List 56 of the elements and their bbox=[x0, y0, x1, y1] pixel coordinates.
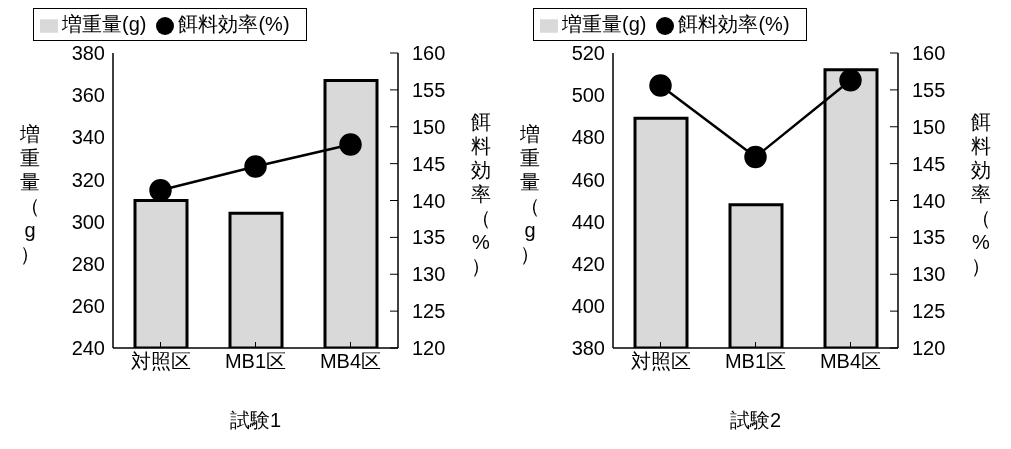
y2-tick-label: 150 bbox=[912, 115, 946, 138]
legend-label: 餌料効率(%) bbox=[678, 13, 790, 35]
x-tick-label: 対照区 bbox=[630, 350, 691, 373]
y2-tick-label: 140 bbox=[412, 189, 446, 212]
y-tick-label: 340 bbox=[71, 126, 105, 149]
point bbox=[339, 133, 362, 156]
y-tick-label: 520 bbox=[571, 42, 605, 65]
y-axis-title: 増重量（g） bbox=[19, 122, 40, 265]
legend-label: 増重量(g) bbox=[562, 13, 647, 35]
y-tick-label: 380 bbox=[71, 42, 105, 65]
y-tick-label: 280 bbox=[71, 252, 105, 275]
y2-tick-label: 125 bbox=[412, 300, 446, 323]
x-tick-label: MB1区 bbox=[724, 350, 787, 373]
y2-tick-label: 155 bbox=[912, 78, 946, 101]
y-tick-label: 440 bbox=[571, 210, 605, 233]
x-tick-label: 対照区 bbox=[130, 350, 191, 373]
y-tick-label: 380 bbox=[571, 337, 605, 360]
y2-tick-label: 160 bbox=[912, 42, 946, 65]
y2-tick-label: 120 bbox=[412, 337, 446, 360]
y2-tick-label: 155 bbox=[412, 78, 446, 101]
y2-tick-label: 160 bbox=[412, 42, 446, 65]
y2-tick-label: 145 bbox=[412, 152, 446, 175]
y-tick-label: 260 bbox=[71, 294, 105, 317]
y2-tick-label: 130 bbox=[912, 263, 946, 286]
y2-tick-label: 120 bbox=[912, 337, 946, 360]
x-tick-label: MB4区 bbox=[819, 350, 882, 373]
y-tick-label: 320 bbox=[71, 168, 105, 191]
y-tick-label: 500 bbox=[571, 84, 605, 107]
y2-tick-label: 150 bbox=[412, 115, 446, 138]
point bbox=[244, 155, 267, 178]
legend-label: 増重量(g) bbox=[62, 13, 147, 35]
y-tick-label: 360 bbox=[71, 84, 105, 107]
y-tick-label: 420 bbox=[571, 252, 605, 275]
point bbox=[649, 74, 672, 97]
point bbox=[744, 145, 767, 169]
x-tick-label: MB4区 bbox=[319, 350, 382, 373]
y2-tick-label: 125 bbox=[912, 300, 946, 323]
point bbox=[149, 178, 172, 202]
y2-tick-label: 135 bbox=[912, 226, 946, 249]
y-tick-label: 300 bbox=[71, 210, 105, 233]
point bbox=[839, 69, 862, 92]
y-tick-label: 240 bbox=[71, 337, 105, 360]
y2-tick-label: 135 bbox=[412, 226, 446, 249]
y-tick-label: 400 bbox=[571, 294, 605, 317]
y2-axis-title: 餌料効率（%） bbox=[971, 110, 991, 277]
y-axis-title: 増重量（g） bbox=[519, 122, 540, 265]
legend-label: 餌料効率(%) bbox=[178, 13, 290, 35]
y-tick-label: 460 bbox=[571, 168, 605, 191]
x-tick-label: MB1区 bbox=[224, 350, 287, 373]
text: 試験1 bbox=[228, 408, 283, 433]
y2-axis-title: 餌料効率（%） bbox=[471, 110, 491, 277]
y-tick-label: 480 bbox=[571, 126, 605, 149]
y2-tick-label: 140 bbox=[912, 189, 946, 212]
y2-tick-label: 130 bbox=[412, 263, 446, 286]
y2-tick-label: 145 bbox=[912, 152, 946, 175]
text: 試験2 bbox=[728, 408, 783, 433]
